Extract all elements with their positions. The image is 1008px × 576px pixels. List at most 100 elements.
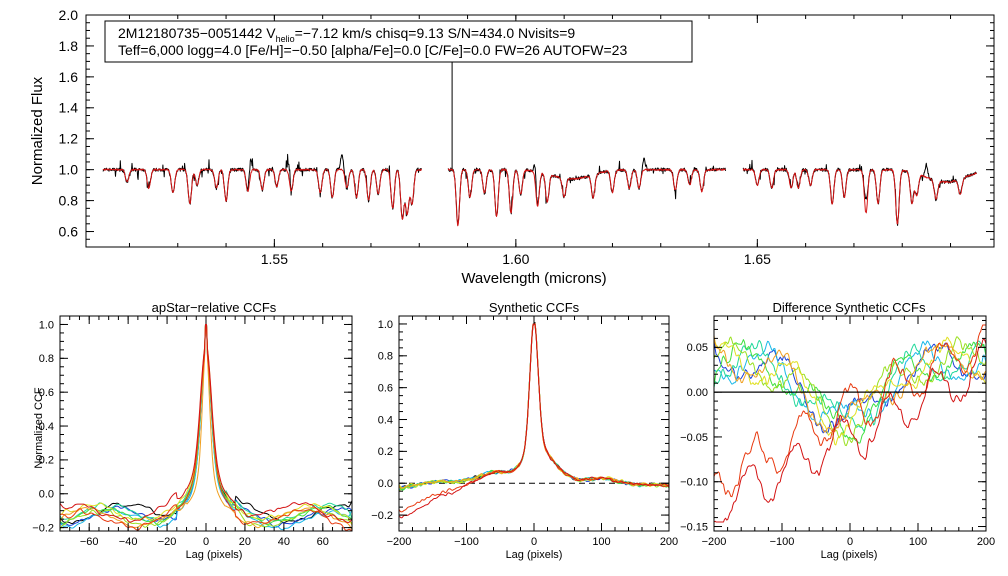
y-tick-label: 1.4 [59, 100, 79, 116]
y-tick-label: 1.0 [39, 319, 54, 331]
ccf-synthetic-curve [398, 323, 670, 492]
x-tick-label: −60 [80, 536, 99, 548]
ccf-difference-title: Difference Synthetic CCFs [773, 300, 926, 315]
ccf-apstar-curve [59, 324, 353, 522]
y-tick-label: 0.8 [378, 351, 393, 363]
x-tick-label: 100 [592, 536, 610, 548]
ccf-apstar-ylabel: Normalized CCF [33, 387, 45, 469]
ccf-synthetic-curve [398, 323, 670, 491]
ccf-apstar-curve [59, 324, 353, 524]
y-tick-label: 0.6 [59, 223, 79, 239]
y-tick-label: 0.2 [39, 455, 54, 467]
ccf-synthetic-curve [398, 322, 670, 491]
ccf-apstar-axes-frame [59, 315, 353, 532]
ccf-synthetic-curve [398, 323, 670, 490]
y-tick-label: 2.0 [59, 7, 79, 23]
spectrum-panel: 1.55 1.60 1.65 0.6 0.8 1.0 1.2 1.4 1.6 1.8 2.0 Wav… [29, 7, 995, 287]
ccf-difference-xlabel: Lag (pixels) [821, 549, 878, 561]
info-line-1-suffix: =−7.12 km/s chisq=9.13 S/N=434.0 Nvisits… [295, 25, 576, 41]
ccf-difference-panel: Difference Synthetic CCFs −200 −100 0 100 20… [680, 300, 995, 561]
x-tick-label: 0 [203, 536, 209, 548]
ccf-difference-curve [713, 339, 987, 444]
y-tick-label: 0.4 [378, 414, 393, 426]
y-tick-label: 0.6 [39, 387, 54, 399]
y-tick-label: 0.6 [378, 383, 393, 395]
ccf-difference-curve [713, 340, 987, 432]
ccf-synthetic-panel: Synthetic CCFs −200 −100 0 100 200 −0.2 0.0 0.2… [371, 300, 678, 561]
y-tick-label: 0.05 [687, 342, 708, 354]
y-tick-label: 0.8 [59, 193, 79, 209]
y-tick-label: −0.15 [680, 521, 708, 533]
ccf-synthetic-curve [398, 323, 670, 519]
spectrum-ticks: 1.55 1.60 1.65 0.6 0.8 1.0 1.2 1.4 1.6 1.8 2.0 [59, 7, 994, 267]
ccf-apstar-curve [59, 324, 353, 528]
y-tick-label: 1.0 [59, 162, 79, 178]
y-tick-label: 1.0 [378, 319, 393, 331]
x-tick-label: −200 [387, 536, 412, 548]
info-line-1-prefix: 2M12180735−0051442 V [118, 25, 276, 41]
ccf-apstar-curve [59, 324, 353, 526]
y-tick-label: 1.8 [59, 38, 79, 54]
x-tick-label: 20 [239, 536, 251, 548]
x-tick-label: −200 [702, 536, 727, 548]
y-tick-label: 0.0 [378, 478, 393, 490]
x-tick-label: 200 [977, 536, 995, 548]
spectrum-model-red [742, 168, 977, 225]
x-tick-label: −100 [454, 536, 479, 548]
ccf-synthetic-curve [398, 323, 670, 489]
info-line-1-subscript: helio [276, 34, 295, 44]
ccf-apstar-curve [59, 324, 353, 523]
x-tick-label: 200 [660, 536, 678, 548]
y-tick-label: 0.0 [39, 489, 54, 501]
ccf-difference-curve [713, 336, 987, 447]
info-line-2: Teff=6,000 logg=4.0 [Fe/H]=−0.50 [alpha/… [118, 42, 627, 58]
ccf-difference-curves [713, 324, 987, 523]
ccf-difference-curve [713, 336, 987, 446]
info-line-1: 2M12180735−0051442 Vhelio=−7.12 km/s chi… [118, 25, 575, 44]
ccf-apstar-xlabel: Lag (pixels) [186, 549, 243, 561]
x-tick-label: 1.55 [261, 251, 288, 267]
ccf-synthetic-ticks: −200 −100 0 100 200 −0.2 0.0 0.2 0.4 0.6 0.8 1.0 [371, 315, 678, 548]
y-tick-label: −0.2 [371, 510, 393, 522]
ccf-difference-curve [713, 340, 987, 426]
x-tick-label: 100 [909, 536, 927, 548]
ccf-synthetic-xlabel: Lag (pixels) [506, 549, 563, 561]
ccf-apstar-curve [59, 324, 353, 526]
y-tick-label: −0.05 [680, 432, 708, 444]
ccf-synthetic-curves [398, 322, 670, 519]
y-tick-label: 1.6 [59, 69, 79, 85]
x-tick-label: −40 [119, 536, 138, 548]
ccf-synthetic-curve [398, 322, 670, 491]
ccf-difference-curve [713, 338, 987, 523]
spectrum-observed-green [447, 157, 727, 226]
x-tick-label: 40 [278, 536, 290, 548]
y-tick-label: 0.4 [39, 421, 54, 433]
x-tick-label: 1.65 [744, 251, 771, 267]
y-tick-label: 1.2 [59, 131, 79, 147]
y-tick-label: 0.2 [378, 446, 393, 458]
x-tick-label: −100 [770, 536, 795, 548]
spectrum-model-blue [102, 168, 422, 220]
ccf-difference-curve [713, 324, 986, 498]
ccf-apstar-curve [59, 324, 353, 530]
ccf-apstar-curves [59, 324, 353, 532]
ccf-apstar-panel: apStar−relative CCFs −60 −40 −20 0 20 40 60 −0.… [32, 300, 353, 561]
spectrum-observed-blue [102, 153, 422, 220]
y-tick-label: 0.00 [687, 387, 708, 399]
ccf-apstar-curve [59, 324, 353, 531]
ccf-synthetic-title: Synthetic CCFs [489, 300, 580, 315]
ccf-difference-ticks: −200 −100 0 100 200 −0.15 −0.10 −0.05 0.00 0.05 [680, 316, 995, 548]
x-tick-label: 0 [847, 536, 853, 548]
x-tick-label: −20 [158, 536, 177, 548]
x-tick-label: 0 [531, 536, 537, 548]
ccf-apstar-curve [59, 324, 353, 530]
y-tick-label: 0.8 [39, 353, 54, 365]
ccf-apstar-curve [59, 324, 353, 532]
y-tick-label: −0.2 [32, 522, 54, 534]
spectrum-ylabel: Normalized Flux [29, 76, 46, 185]
y-tick-label: −0.10 [680, 477, 708, 489]
x-tick-label: 60 [317, 536, 329, 548]
ccf-synthetic-curve [398, 323, 670, 489]
ccf-synthetic-curve [398, 323, 670, 489]
